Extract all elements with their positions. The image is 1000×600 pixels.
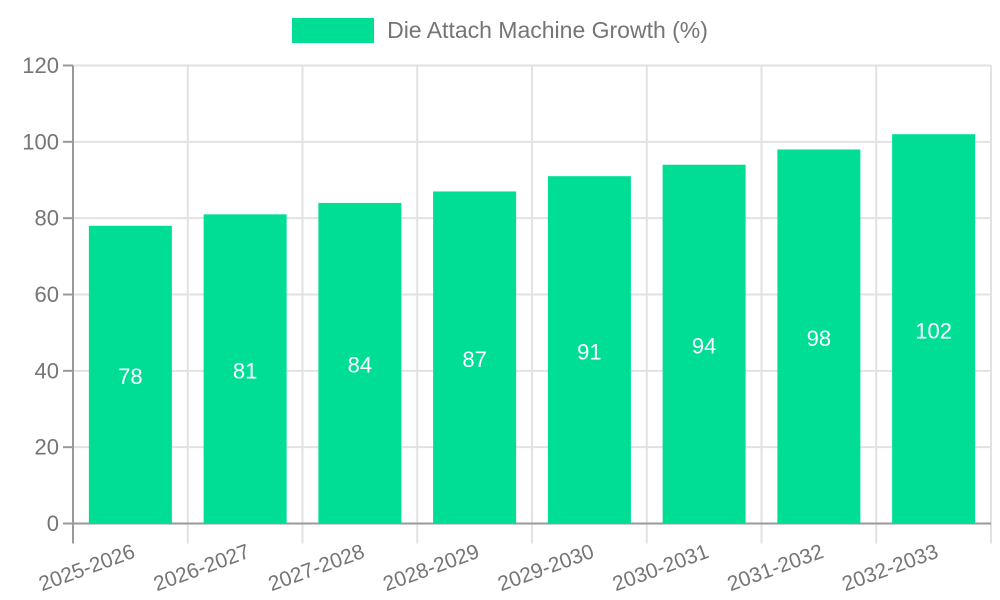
bar-value-label: 81 [233, 358, 257, 383]
x-tick-label: 2029-2030 [495, 540, 597, 596]
bar-value-label: 78 [118, 364, 142, 389]
x-tick-label: 2025-2026 [36, 540, 138, 596]
y-tick-label: 60 [35, 282, 59, 307]
x-tick-label: 2028-2029 [380, 540, 482, 596]
legend-label: Die Attach Machine Growth (%) [387, 17, 708, 43]
bar-value-label: 87 [462, 347, 486, 372]
y-tick-label: 80 [35, 206, 59, 231]
bar[interactable] [88, 225, 172, 524]
x-tick-label: 2030-2031 [610, 540, 712, 596]
bar[interactable] [433, 191, 517, 524]
y-tick-label: 120 [22, 53, 59, 78]
legend[interactable]: Die Attach Machine Growth (%) [0, 17, 1000, 44]
bar[interactable] [318, 202, 402, 524]
y-tick-label: 20 [35, 435, 59, 460]
y-tick-label: 100 [22, 129, 59, 154]
x-tick-label: 2026-2027 [151, 540, 253, 596]
bar[interactable] [203, 214, 287, 524]
bar[interactable] [547, 176, 631, 524]
y-tick-label: 0 [47, 511, 59, 536]
bar-value-label: 91 [577, 339, 601, 364]
x-tick-label: 2027-2028 [265, 540, 367, 596]
bar-value-label: 102 [915, 318, 952, 343]
bar[interactable] [777, 149, 861, 524]
bar[interactable] [892, 134, 976, 524]
bar[interactable] [662, 164, 746, 524]
legend-swatch [292, 18, 375, 43]
bar-value-label: 84 [348, 353, 372, 378]
x-tick-label: 2031-2032 [724, 540, 826, 596]
x-tick-label: 2032-2033 [839, 540, 941, 596]
y-tick-label: 40 [35, 358, 59, 383]
bar-value-label: 98 [807, 326, 831, 351]
bar-value-label: 94 [692, 334, 716, 359]
